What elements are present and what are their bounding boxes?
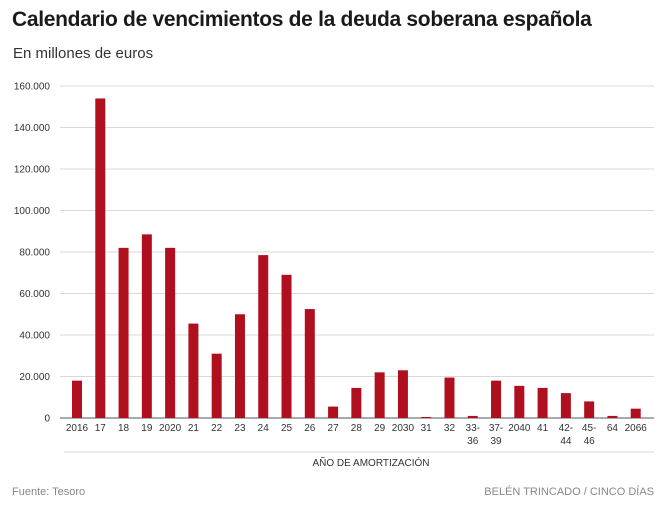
x-tick-label: 2066 [625,423,648,434]
bar [514,385,525,418]
x-axis-title: AÑO DE AMORTIZACIÓN [312,456,429,469]
x-tick-label: 2030 [392,423,415,434]
x-tick-label: 2020 [159,423,182,434]
bar [351,387,362,418]
x-tick-label: 29 [374,423,386,434]
x-tick-label: 21 [188,423,200,434]
bar [304,309,315,418]
bar [397,370,408,418]
x-tick-label: 41 [537,423,549,434]
bar [607,415,618,418]
bar [467,415,478,418]
y-tick-label: 80.000 [19,248,50,259]
chart-title: Calendario de vencimientos de la deuda s… [12,8,592,31]
x-tick-label: 19 [141,423,153,434]
x-tick-label: 23 [234,423,246,434]
y-tick-label: 120.000 [14,165,51,176]
bar [491,380,502,418]
bar [560,393,571,418]
x-tick-label: 2040 [508,423,531,434]
bar [421,416,432,418]
x-tick-label: 36 [467,436,479,447]
x-tick-label: 39 [490,436,502,447]
x-tick-label: 64 [607,423,619,434]
bar [165,247,176,418]
x-tick-label: 22 [211,423,223,434]
y-tick-label: 60.000 [19,289,50,300]
source-note: Fuente: Tesoro [12,486,86,498]
author-credit: BELÉN TRINCADO / CINCO DÍAS [484,486,654,498]
x-tick-label: 27 [328,423,340,434]
chart-subtitle: En millones de euros [13,45,154,62]
x-tick-label: 25 [281,423,293,434]
x-tick-label: 44 [560,436,572,447]
bar [141,234,152,418]
bar [537,387,548,418]
x-tick-label: 32 [444,423,456,434]
y-tick-label: 160.000 [14,82,51,93]
y-tick-label: 0 [44,414,50,425]
bar [630,408,641,418]
x-tick-label: 2016 [66,423,89,434]
y-tick-label: 100.000 [14,206,51,217]
bar [95,98,106,418]
y-tick-label: 140.000 [14,123,51,134]
x-tick-label: 28 [351,423,363,434]
x-tick-label: 33- [466,423,480,434]
x-tick-label: 42- [559,423,573,434]
x-tick-label: 24 [258,423,270,434]
bar [374,372,385,418]
y-tick-label: 20.000 [19,372,50,383]
x-tick-label: 45- [582,423,596,434]
x-tick-label: 37- [489,423,503,434]
bar [72,380,82,418]
bar [328,406,339,418]
x-tick-label: 17 [95,423,107,434]
y-tick-label: 40.000 [19,331,50,342]
bar [258,255,269,418]
bar [584,401,595,418]
x-tick-label: 26 [304,423,316,434]
bar [444,377,455,418]
x-tick-label: 18 [118,423,130,434]
x-tick-label: 46 [584,436,596,447]
bar [118,247,129,418]
bar [281,274,292,418]
bar [188,323,199,418]
x-tick-label: 31 [421,423,433,434]
bar [211,353,222,418]
bar [234,314,245,418]
